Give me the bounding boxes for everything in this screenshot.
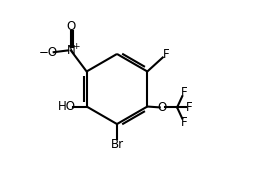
Text: Br: Br [110,138,124,151]
Text: F: F [181,116,188,129]
Text: F: F [163,48,170,61]
Text: F: F [186,101,193,114]
Text: N: N [67,44,75,57]
Text: HO: HO [58,100,76,113]
Text: F: F [181,86,188,99]
Text: −O: −O [39,46,58,59]
Text: O: O [158,101,167,114]
Text: O: O [66,20,75,33]
Text: +: + [72,42,80,51]
